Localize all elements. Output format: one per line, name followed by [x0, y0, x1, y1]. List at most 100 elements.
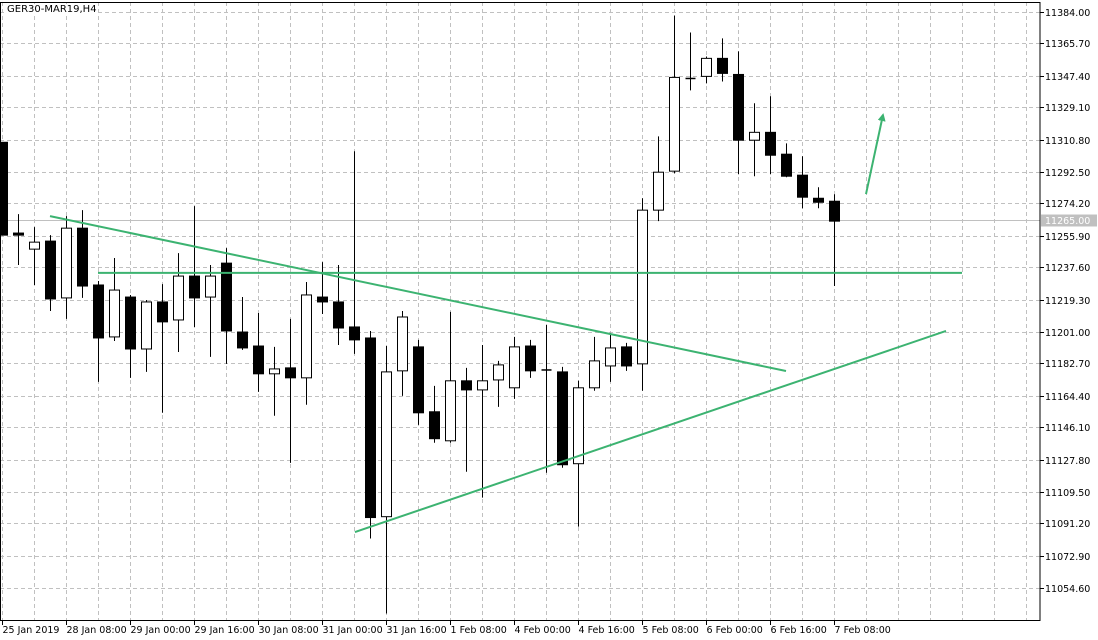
- y-tick-label: 11182.70: [1045, 359, 1090, 370]
- candle: [285, 318, 296, 463]
- y-tick-label: 11054.60: [1045, 584, 1090, 595]
- candle: [669, 15, 680, 174]
- y-tick-label: 11127.80: [1045, 456, 1090, 467]
- candle: [29, 227, 40, 285]
- candle-body-bearish: [429, 411, 440, 440]
- candle-body-bullish: [477, 380, 488, 391]
- trendline: [354, 330, 947, 534]
- candle-body-bullish: [301, 294, 312, 379]
- candle: [445, 311, 456, 443]
- candle-body-bearish: [93, 284, 104, 339]
- x-tick-label: 6 Feb 16:00: [771, 625, 827, 636]
- candle: [157, 284, 168, 413]
- candle: [301, 282, 312, 405]
- candle: [685, 32, 696, 91]
- candle: [173, 253, 184, 352]
- candle: [477, 344, 488, 498]
- candle-body-bearish: [285, 367, 296, 379]
- candle-body-bearish: [253, 345, 264, 375]
- candle-body-bullish: [605, 347, 616, 367]
- candle: [621, 342, 632, 371]
- candle: [717, 38, 728, 82]
- candle: [93, 280, 104, 382]
- candle: [317, 262, 328, 315]
- candle: [141, 300, 152, 372]
- candle: [605, 332, 616, 382]
- candle-body-bearish: [813, 197, 824, 203]
- candle: [541, 325, 552, 473]
- candle: [61, 216, 72, 319]
- candle: [109, 258, 120, 341]
- candle-body-bearish: [157, 301, 168, 323]
- candle: [77, 210, 88, 298]
- candle: [557, 366, 568, 468]
- candle: [205, 265, 216, 357]
- candle: [349, 151, 360, 354]
- candle-body-bearish: [189, 275, 200, 299]
- candle: [653, 136, 664, 222]
- y-tick-label: 11109.50: [1045, 488, 1090, 499]
- candle: [397, 311, 408, 396]
- candle: [573, 380, 584, 527]
- candle-body-bullish: [653, 171, 664, 211]
- x-tick-label: 31 Jan 16:00: [387, 625, 447, 636]
- candle-body-bearish: [797, 174, 808, 198]
- candle: [0, 141, 8, 236]
- candle-body-bearish: [717, 57, 728, 74]
- candle: [525, 339, 536, 378]
- candle-body-bearish: [221, 262, 232, 332]
- candle: [221, 248, 232, 364]
- candle: [253, 312, 264, 392]
- x-tick-label: 7 Feb 08:00: [835, 625, 891, 636]
- candle: [781, 143, 792, 178]
- candle: [637, 198, 648, 391]
- y-tick-label: 11329.10: [1045, 103, 1090, 114]
- candle-body-bullish: [509, 346, 520, 389]
- candle-body-bearish: [621, 346, 632, 367]
- candle: [365, 330, 376, 539]
- candle: [701, 56, 712, 84]
- y-tick-label: 11072.90: [1045, 552, 1090, 563]
- y-tick-label: 11146.10: [1045, 423, 1090, 434]
- trend-arrow: [865, 113, 886, 195]
- x-tick-label: 6 Feb 00:00: [707, 625, 763, 636]
- candle-body-bullish: [493, 364, 504, 381]
- candle-body-bullish: [573, 387, 584, 465]
- candle-body-bullish: [109, 289, 120, 338]
- candle-body-bullish: [669, 76, 680, 172]
- candle: [189, 206, 200, 327]
- candle-body-bearish: [237, 331, 248, 349]
- x-tick-label: 31 Jan 00:00: [323, 625, 383, 636]
- current-price-label: 11265.00: [1045, 216, 1090, 227]
- x-tick-label: 29 Jan 16:00: [195, 625, 255, 636]
- x-tick-label: 28 Jan 08:00: [67, 625, 127, 636]
- chart-symbol-title: GER30-MAR19,H4: [6, 4, 98, 15]
- candle-body-bearish: [13, 232, 24, 236]
- candle-body-bullish: [29, 241, 40, 250]
- candle-body-bearish: [77, 227, 88, 287]
- plot-frame: [0, 2, 1041, 621]
- candle-body-bearish: [829, 200, 840, 222]
- candle-body-bearish: [765, 131, 776, 156]
- candle-body-bullish: [589, 360, 600, 389]
- y-tick-label: 11164.40: [1045, 392, 1090, 403]
- candle-body-bullish: [381, 371, 392, 518]
- candle: [797, 156, 808, 209]
- y-tick-label: 11384.00: [1045, 8, 1090, 19]
- candle-body-bullish: [637, 209, 648, 365]
- candle: [13, 214, 24, 266]
- x-tick-label: 1 Feb 08:00: [451, 625, 507, 636]
- candle-body-bullish: [269, 368, 280, 375]
- candle-body-bullish: [173, 275, 184, 321]
- candle: [269, 346, 280, 416]
- candle-body-bearish: [525, 345, 536, 372]
- candle-body-bearish: [333, 301, 344, 329]
- candle: [813, 187, 824, 209]
- x-tick-label: 4 Feb 00:00: [515, 625, 571, 636]
- candle: [125, 294, 136, 378]
- y-tick-label: 11219.30: [1045, 296, 1090, 307]
- candle: [493, 360, 504, 407]
- candle-body-bullish: [701, 57, 712, 77]
- candle-body-bearish: [781, 153, 792, 177]
- candle: [589, 336, 600, 391]
